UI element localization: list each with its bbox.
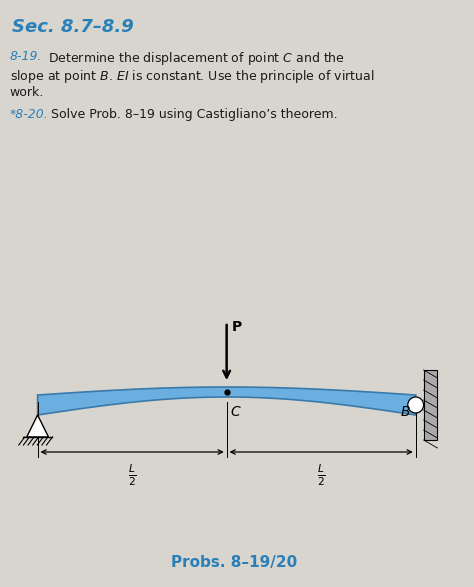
Text: Determine the displacement of point $C$ and the: Determine the displacement of point $C$ … — [47, 50, 345, 67]
Text: work.: work. — [10, 86, 44, 99]
Text: $\frac{L}{2}$: $\frac{L}{2}$ — [317, 462, 326, 488]
Polygon shape — [37, 387, 416, 415]
Text: *8-20.: *8-20. — [10, 108, 49, 121]
Text: $B$: $B$ — [400, 405, 411, 419]
Polygon shape — [27, 415, 48, 437]
Text: Sec. 8.7–8.9: Sec. 8.7–8.9 — [12, 18, 134, 36]
Text: $\frac{L}{2}$: $\frac{L}{2}$ — [128, 462, 137, 488]
Bar — [424, 370, 438, 440]
Text: P: P — [232, 320, 242, 334]
Text: 8-19.: 8-19. — [10, 50, 42, 63]
Text: $C$: $C$ — [229, 405, 241, 419]
Text: slope at point $B$. $EI$ is constant. Use the principle of virtual: slope at point $B$. $EI$ is constant. Us… — [10, 68, 374, 85]
Circle shape — [408, 397, 424, 413]
Text: Probs. 8–19/20: Probs. 8–19/20 — [172, 555, 298, 570]
Text: Solve Prob. 8–19 using Castigliano’s theorem.: Solve Prob. 8–19 using Castigliano’s the… — [52, 108, 338, 121]
